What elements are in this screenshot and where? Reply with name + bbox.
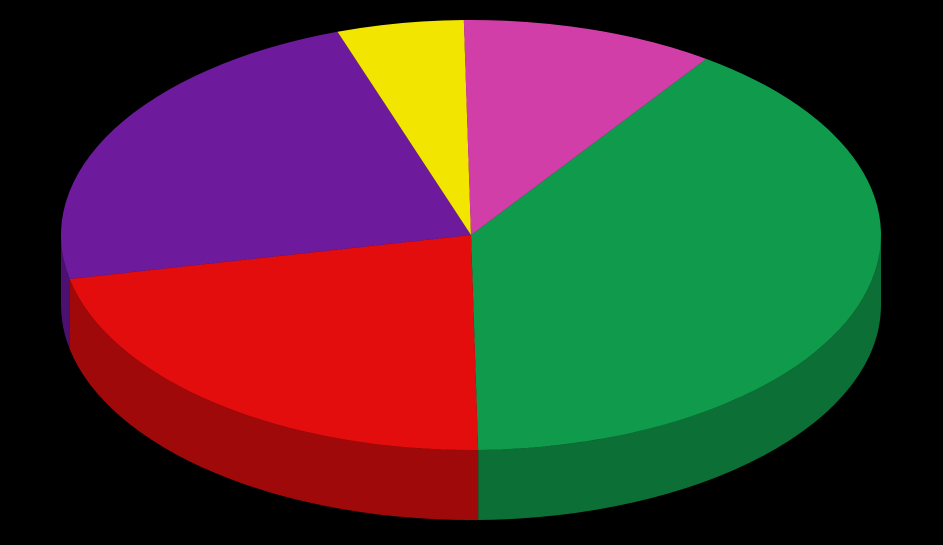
pie-chart-3d	[0, 0, 943, 545]
pie-chart-svg	[0, 0, 943, 545]
